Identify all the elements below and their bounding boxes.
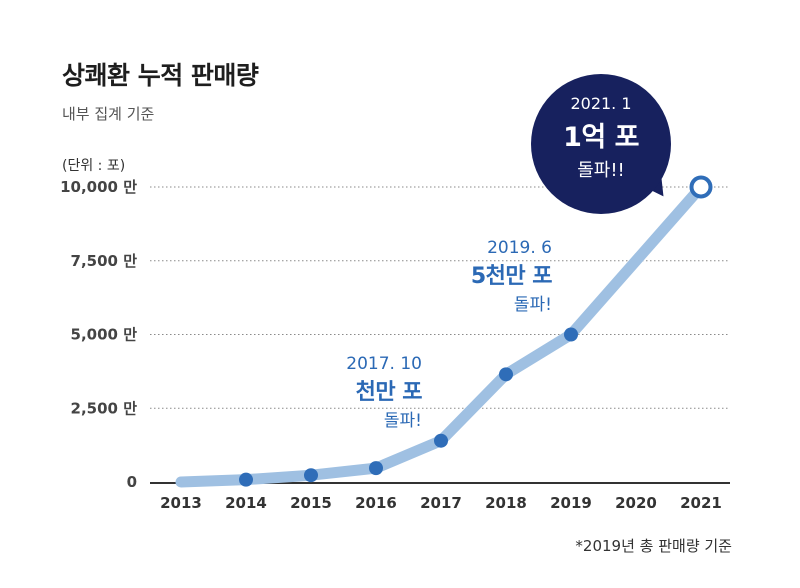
data-point-final xyxy=(689,175,713,199)
chart-subtitle: 내부 집계 기준 xyxy=(62,105,155,123)
x-tick-label: 2020 xyxy=(615,494,657,512)
chart-title: 상쾌환 누적 판매량 xyxy=(62,61,259,90)
data-point xyxy=(434,433,448,448)
x-tick-label: 2015 xyxy=(290,494,332,512)
annotation-10m: 2017. 10 천만 포 돌파! xyxy=(346,354,422,431)
x-tick-label: 2014 xyxy=(225,494,267,512)
y-tick-label: 2,500 만 xyxy=(71,399,138,417)
annotation-10m-date: 2017. 10 xyxy=(346,354,422,374)
data-point xyxy=(564,327,578,342)
data-point xyxy=(304,468,318,483)
data-point xyxy=(369,461,383,476)
footnote: *2019년 총 판매량 기준 xyxy=(575,537,732,555)
data-point xyxy=(499,367,513,382)
y-tick-label: 10,000 만 xyxy=(60,178,137,196)
x-tick-label: 2013 xyxy=(160,494,202,512)
x-tick-label: 2017 xyxy=(420,494,462,512)
y-tick-label: 7,500 만 xyxy=(71,252,138,270)
data-point xyxy=(239,472,253,487)
x-tick-label: 2016 xyxy=(355,494,397,512)
x-tick-label: 2019 xyxy=(550,494,592,512)
x-tick-label: 2021 xyxy=(680,494,722,512)
unit-label: (단위 : 포) xyxy=(62,158,126,174)
series-line xyxy=(175,181,707,488)
annotation-50m-main: 5천만 포 xyxy=(470,264,553,289)
bubble-sub: 돌파!! xyxy=(577,160,625,181)
annotation-50m-sub: 돌파! xyxy=(513,295,552,315)
speech-bubble-100m: 2021. 1 1억 포 돌파!! xyxy=(531,74,671,214)
annotation-10m-sub: 돌파! xyxy=(383,411,422,431)
y-tick-label: 5,000 만 xyxy=(71,326,138,344)
bubble-date: 2021. 1 xyxy=(570,94,632,113)
annotation-50m: 2019. 6 5천만 포 돌파! xyxy=(470,238,553,315)
x-tick-label: 2018 xyxy=(485,494,527,512)
bubble-main: 1억 포 xyxy=(563,122,639,153)
annotation-50m-date: 2019. 6 xyxy=(487,238,552,258)
annotation-10m-main: 천만 포 xyxy=(355,380,423,405)
y-tick-label: 0 xyxy=(127,473,137,491)
